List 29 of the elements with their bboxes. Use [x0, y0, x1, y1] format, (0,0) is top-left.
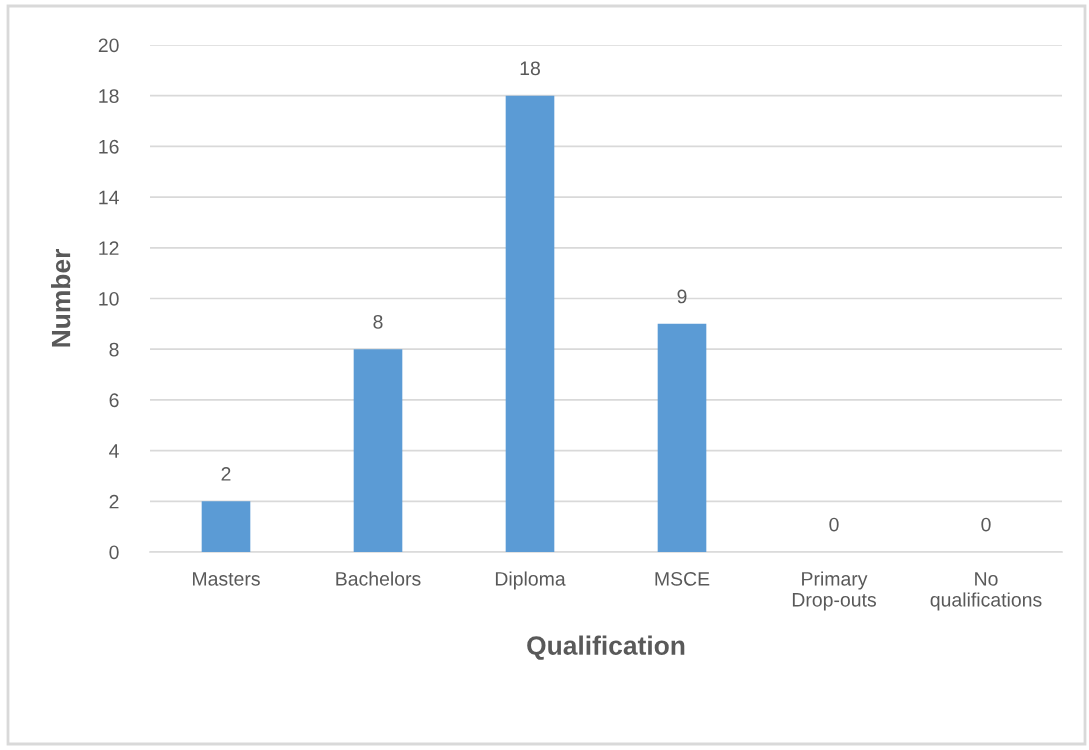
- y-axis-title: Number: [51, 249, 71, 347]
- y-tick-label: 20: [98, 38, 119, 53]
- data-label: 18: [520, 61, 540, 76]
- x-tick-label: Bachelors: [336, 571, 421, 586]
- y-tick-label: 10: [99, 291, 119, 306]
- bar: [657, 323, 707, 552]
- data-label: 8: [373, 314, 383, 329]
- y-tick-label: 6: [109, 393, 119, 408]
- data-label: 0: [829, 517, 839, 532]
- x-tick-label: Diploma: [495, 571, 566, 590]
- x-tick-label: No qualifications: [930, 572, 1042, 611]
- y-tick-label: 18: [99, 89, 119, 103]
- y-tick-label: 8: [109, 342, 119, 357]
- y-tick-label: 12: [99, 241, 119, 255]
- y-tick-label: 14: [99, 190, 119, 205]
- x-tick-label: MSCE: [655, 571, 710, 586]
- data-label: 0: [981, 517, 991, 532]
- y-tick-label: 16: [99, 139, 119, 154]
- y-tick-label: 4: [109, 444, 119, 458]
- y-tick-label: 2: [109, 494, 119, 509]
- y-tick-label: 0: [109, 545, 119, 560]
- bar: [201, 501, 251, 552]
- x-axis-title: Qualification: [527, 635, 685, 660]
- bar: [353, 349, 403, 552]
- x-tick-label: Masters: [193, 572, 260, 586]
- data-label: 9: [677, 289, 687, 304]
- x-tick-label: Primary Drop-outs: [792, 571, 876, 611]
- bar: [505, 95, 555, 552]
- data-label: 2: [221, 467, 231, 481]
